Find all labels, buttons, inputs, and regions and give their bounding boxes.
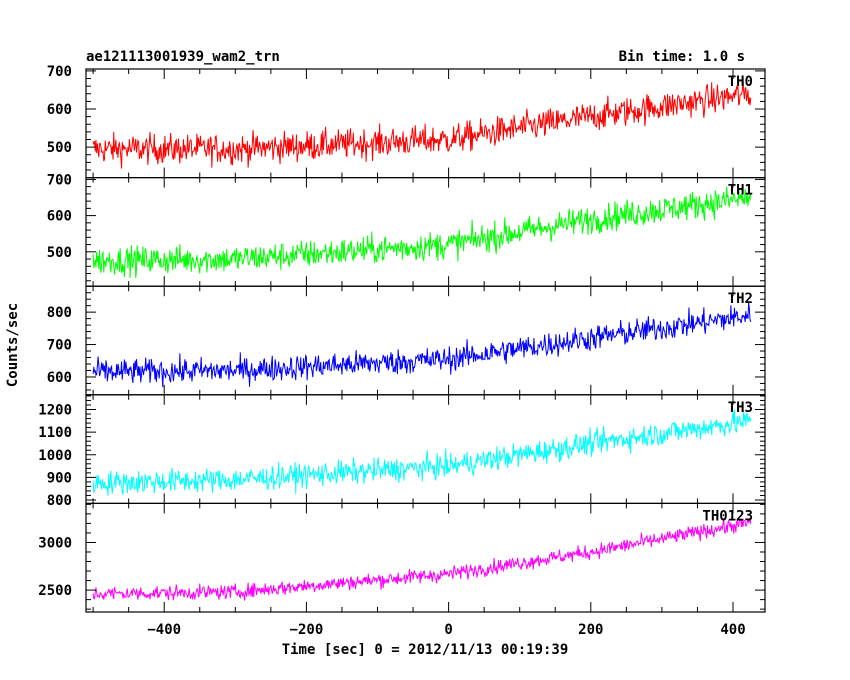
y-tick-label: 900: [47, 470, 72, 486]
panel-frame: [85, 502, 766, 613]
y-tick-label: 500: [47, 140, 72, 156]
y-tick-label: 800: [47, 305, 72, 321]
x-tick-label: 400: [720, 622, 745, 638]
x-tick-labels: −400 −200 0 200 400: [147, 622, 745, 638]
panel-frame: [85, 68, 766, 179]
x-axis-label: Time [sec] 0 = 2012/11/13 00:19:39: [282, 642, 569, 658]
y-tick-label: 500: [47, 245, 72, 261]
y-tick-label: 600: [47, 370, 72, 386]
panel-frame: [85, 177, 766, 287]
panel-th3: 800 900 1000 1100 1200 TH3: [38, 394, 766, 509]
chart-title: ae121113001939_wam2_trn: [86, 49, 280, 65]
panel-th0123: 2500 3000 TH0123: [38, 502, 766, 613]
panel-th2: 600 700 800 TH2: [47, 285, 766, 396]
bin-time-label: Bin time: 1.0 s: [619, 49, 745, 65]
x-tick-label: −200: [290, 622, 324, 638]
y-tick-label: 1100: [38, 425, 72, 441]
panel-label: TH1: [728, 183, 753, 199]
series-line-th1: [92, 186, 752, 279]
series-line-th0123: [92, 517, 752, 601]
y-tick-label: 1200: [38, 403, 72, 419]
series-line-th3: [92, 409, 752, 496]
x-tick-label: 0: [444, 622, 452, 638]
series-line-th0: [92, 78, 752, 169]
x-tick-label: 200: [578, 622, 603, 638]
panel-frame: [85, 285, 766, 396]
y-tick-label: 700: [47, 64, 72, 80]
panel-label: TH0123: [702, 508, 753, 524]
y-tick-label: 600: [47, 209, 72, 225]
panel-th0: 500 600 700 TH0: [47, 64, 766, 179]
panel-th1: 500 600 700 TH1: [47, 172, 766, 287]
y-tick-label: 600: [47, 102, 72, 118]
panel-label: TH2: [728, 291, 753, 307]
y-tick-label: 700: [47, 172, 72, 188]
series-line-th2: [92, 302, 752, 388]
y-tick-label: 700: [47, 338, 72, 354]
y-tick-label: 3000: [38, 535, 72, 551]
y-axis-label: Counts/sec: [5, 303, 21, 387]
x-tick-label: −400: [147, 622, 181, 638]
y-tick-label: 1000: [38, 448, 72, 464]
panel-label: TH3: [728, 400, 753, 416]
panel-label: TH0: [728, 74, 753, 90]
panel-frame: [85, 394, 766, 504]
y-tick-label: 800: [47, 493, 72, 509]
y-tick-label: 2500: [38, 583, 72, 599]
panels: 500 600 700 TH0 500 600 700 TH1 600 700 800 TH2 800 9…: [38, 64, 766, 613]
